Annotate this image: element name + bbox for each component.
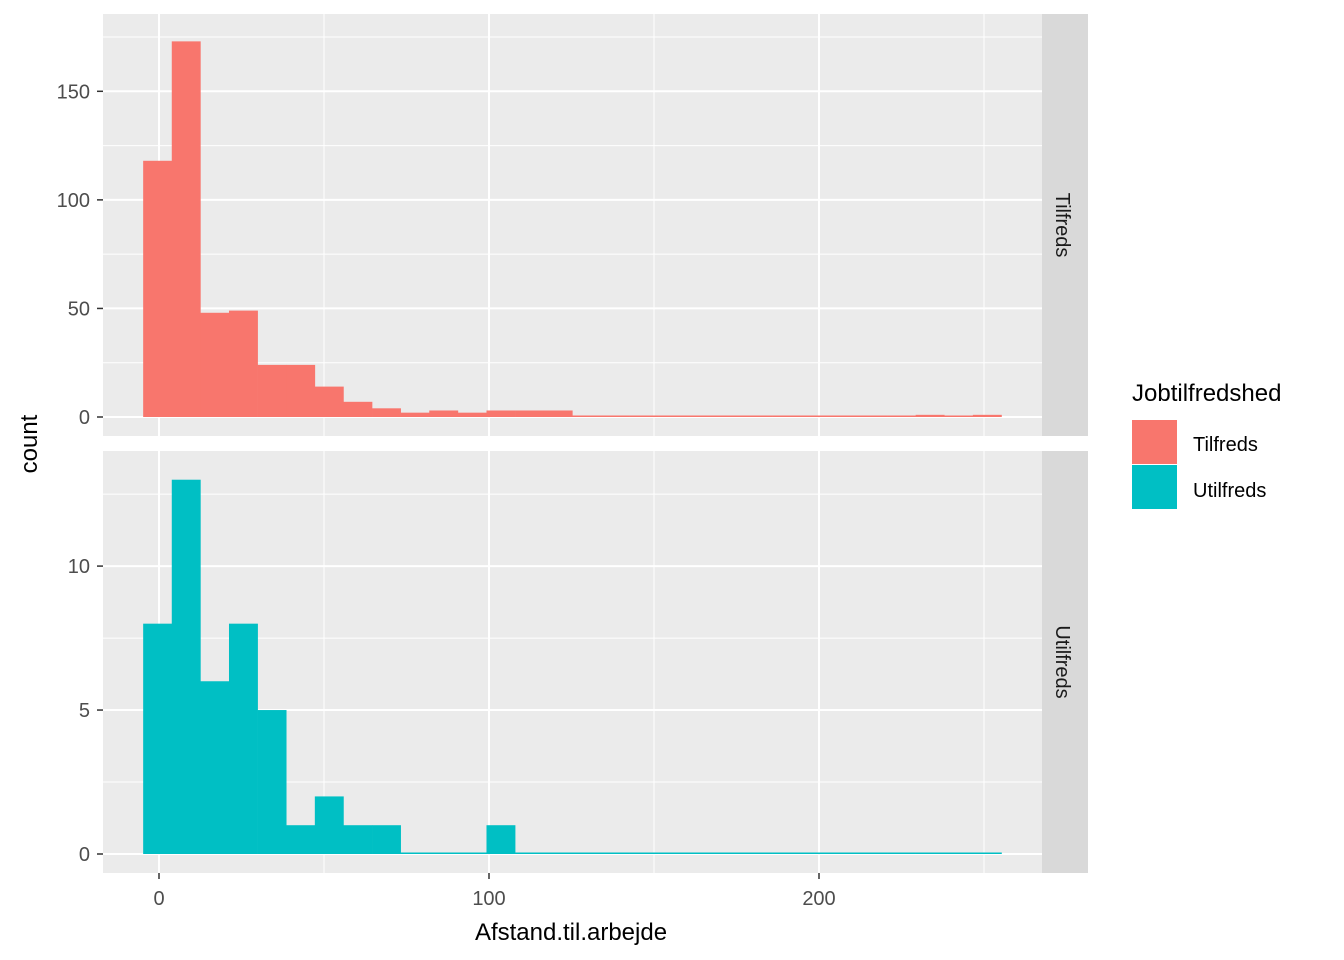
y-tick-label: 50: [68, 298, 90, 320]
y-tick-label: 0: [79, 407, 90, 429]
histogram-bar: [629, 415, 659, 417]
histogram-bar: [171, 479, 201, 854]
histogram-bar: [372, 408, 401, 417]
histogram-bar: [257, 710, 287, 854]
histogram-bar: [658, 852, 688, 854]
histogram-bar: [600, 852, 630, 854]
histogram-bar: [200, 312, 230, 417]
histogram-bar: [801, 415, 831, 417]
histogram-bar: [829, 852, 859, 854]
histogram-bar: [286, 825, 316, 854]
histogram-bar: [915, 414, 945, 417]
histogram-bar: [457, 412, 487, 417]
histogram-bar: [629, 852, 659, 854]
histogram-bar: [772, 852, 802, 854]
legend-title: Jobtilfredshed: [1132, 380, 1281, 407]
histogram-bar: [858, 852, 888, 854]
histogram-bar: [429, 852, 459, 854]
histogram-bar: [572, 415, 602, 417]
y-tick-label: 150: [57, 81, 90, 103]
x-tick-label: 100: [472, 888, 505, 910]
legend-label-tilfreds: Tilfreds: [1193, 434, 1258, 456]
histogram-bar: [887, 852, 916, 854]
legend-key-utilfreds: [1132, 465, 1177, 509]
histogram-bar: [944, 415, 974, 417]
histogram-bar: [686, 415, 716, 417]
y-tick-label: 10: [68, 556, 90, 578]
histogram-bar: [486, 825, 516, 854]
histogram-bar: [400, 412, 430, 417]
histogram-bar: [515, 410, 545, 417]
histogram-bar: [658, 415, 688, 417]
histogram-bar: [858, 415, 888, 417]
histogram-bar: [829, 415, 859, 417]
y-tick-label: 0: [79, 844, 90, 866]
x-tick-label: 200: [802, 888, 835, 910]
histogram-bar: [944, 852, 974, 854]
histogram-bar: [486, 410, 516, 417]
histogram-bar: [743, 852, 773, 854]
histogram-bar: [314, 386, 344, 417]
histogram-bar: [343, 401, 373, 417]
histogram-bar: [686, 852, 716, 854]
y-tick-label: 100: [57, 190, 90, 212]
x-tick-label: 0: [153, 888, 164, 910]
histogram-bar: [400, 852, 430, 854]
histogram-bar: [286, 364, 316, 417]
histogram-bar: [372, 825, 401, 854]
histogram-bar: [515, 852, 545, 854]
histogram-bar: [228, 310, 258, 417]
histogram-bar: [972, 414, 1002, 417]
histogram-bar: [143, 623, 173, 854]
histogram-bar: [972, 852, 1002, 854]
y-axis-label: count: [16, 414, 43, 473]
histogram-bar: [543, 852, 573, 854]
histogram-bar: [772, 415, 802, 417]
histogram-bar: [715, 852, 745, 854]
histogram-bar: [572, 852, 602, 854]
histogram-bar: [429, 410, 459, 417]
histogram-bar: [543, 410, 573, 417]
histogram-bar: [314, 796, 344, 854]
y-tick-label: 5: [79, 700, 90, 722]
histogram-bar: [801, 852, 831, 854]
legend-label-utilfreds: Utilfreds: [1193, 480, 1266, 502]
histogram-bar: [600, 415, 630, 417]
histogram-bar: [457, 852, 487, 854]
histogram-bar: [257, 364, 287, 417]
histogram-bar: [171, 41, 201, 417]
x-axis-label: Afstand.til.arbejde: [475, 919, 667, 946]
histogram-bar: [715, 415, 745, 417]
legend-key-tilfreds: [1132, 420, 1177, 464]
histogram-bar: [343, 825, 373, 854]
histogram-bar: [228, 623, 258, 854]
facet-strip: [1042, 14, 1088, 436]
facet-strip-label: Utilfreds: [1051, 625, 1073, 698]
histogram-bar: [143, 160, 173, 418]
histogram-bar: [887, 415, 916, 417]
histogram-bar: [200, 681, 230, 854]
histogram-bar: [743, 415, 773, 417]
histogram-bar: [915, 852, 945, 854]
facet-strip-label: Tilfreds: [1051, 193, 1073, 258]
facet-strip: [1042, 451, 1088, 873]
